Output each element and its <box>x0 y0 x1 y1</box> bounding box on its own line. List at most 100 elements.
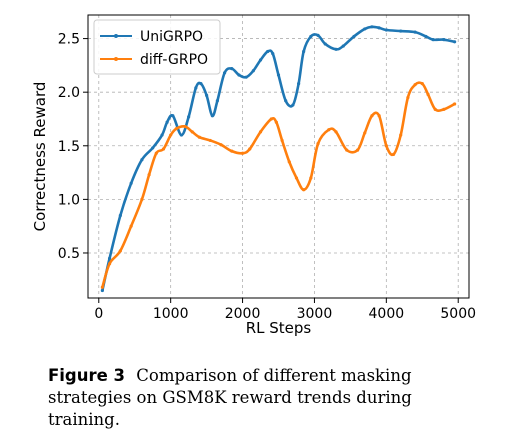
data-point-unigrpo <box>107 256 112 260</box>
data-point-diff-grpo <box>100 285 104 289</box>
data-point-diff-grpo <box>183 124 187 129</box>
caption-text: Comparison of different masking strategi… <box>48 366 412 429</box>
data-point-diff-grpo <box>433 107 437 111</box>
data-point-unigrpo <box>431 38 435 42</box>
data-point-diff-grpo <box>190 130 194 134</box>
data-point-unigrpo <box>251 69 255 73</box>
legend-label-unigrpo: UniGRPO <box>140 29 203 45</box>
data-point-unigrpo <box>171 114 175 118</box>
legend: UniGRPO diff-GRPO <box>93 19 221 75</box>
data-point-diff-grpo <box>316 142 320 146</box>
x-tick-label: 0 <box>94 306 103 322</box>
data-point-unigrpo <box>453 40 457 44</box>
data-point-unigrpo <box>352 34 356 39</box>
data-point-unigrpo <box>205 93 209 97</box>
data-point-unigrpo <box>284 99 288 103</box>
y-tick-label: 2.0 <box>58 85 80 101</box>
data-point-diff-grpo <box>219 143 223 147</box>
data-point-diff-grpo <box>334 130 338 134</box>
data-point-unigrpo <box>187 115 191 119</box>
y-tick-label: 0.5 <box>58 246 80 262</box>
y-tick-label: 1.0 <box>58 192 80 208</box>
data-point-diff-grpo <box>413 83 417 87</box>
data-point-diff-grpo <box>197 135 202 139</box>
x-tick-label: 4000 <box>369 306 405 322</box>
plot-frame <box>87 14 470 299</box>
data-point-unigrpo <box>258 58 263 62</box>
data-point-unigrpo <box>377 26 381 30</box>
data-point-unigrpo <box>244 75 248 79</box>
data-point-diff-grpo <box>391 152 396 156</box>
data-point-diff-grpo <box>208 138 212 143</box>
data-point-unigrpo <box>160 133 164 137</box>
data-point-unigrpo <box>341 44 345 48</box>
data-point-diff-grpo <box>140 197 144 201</box>
data-point-unigrpo <box>129 181 133 185</box>
legend-marker-diff-grpo <box>114 57 118 61</box>
data-point-unigrpo <box>442 38 446 42</box>
data-point-diff-grpo <box>377 114 381 118</box>
data-point-diff-grpo <box>309 176 313 180</box>
data-point-unigrpo <box>323 42 327 46</box>
data-point-unigrpo <box>118 213 122 218</box>
data-point-unigrpo <box>165 120 169 124</box>
data-point-diff-grpo <box>453 102 457 106</box>
data-point-unigrpo <box>100 288 104 293</box>
data-point-diff-grpo <box>420 82 424 86</box>
data-point-unigrpo <box>194 86 198 90</box>
x-tick-label: 5000 <box>440 306 476 322</box>
data-point-diff-grpo <box>269 117 273 121</box>
data-point-unigrpo <box>316 33 320 37</box>
data-point-unigrpo <box>215 99 219 103</box>
figure-caption: Figure 3 Comparison of different masking… <box>48 365 488 431</box>
data-point-diff-grpo <box>107 262 112 266</box>
data-point-diff-grpo <box>147 173 151 177</box>
data-point-diff-grpo <box>280 138 284 143</box>
data-point-unigrpo <box>302 49 306 54</box>
data-point-diff-grpo <box>248 147 252 151</box>
data-point-diff-grpo <box>327 128 331 132</box>
x-tick-label: 1000 <box>153 306 189 322</box>
y-tick-label: 2.5 <box>58 32 80 48</box>
data-point-diff-grpo <box>118 249 122 253</box>
data-point-diff-grpo <box>169 133 173 137</box>
data-point-diff-grpo <box>161 147 166 151</box>
data-point-unigrpo <box>222 71 227 75</box>
axis-ticks: 0 1000 2000 3000 4000 5000 0.5 1.0 1.5 2.0 2.5 <box>58 32 476 322</box>
data-point-unigrpo <box>413 30 417 34</box>
data-point-diff-grpo <box>426 92 430 96</box>
data-point-diff-grpo <box>258 130 263 134</box>
data-point-unigrpo <box>271 51 275 56</box>
data-point-diff-grpo <box>287 160 291 164</box>
data-point-unigrpo <box>151 146 155 150</box>
data-point-unigrpo <box>297 82 301 86</box>
data-point-unigrpo <box>291 103 295 107</box>
y-axis-title: Correctness Reward <box>31 82 49 232</box>
data-point-diff-grpo <box>345 148 349 152</box>
grid-lines <box>88 15 469 298</box>
legend-marker-unigrpo <box>114 34 118 38</box>
x-tick-label: 2000 <box>225 306 261 322</box>
data-point-diff-grpo <box>230 149 234 153</box>
data-point-diff-grpo <box>355 148 360 152</box>
data-point-unigrpo <box>334 47 338 51</box>
data-point-unigrpo <box>179 133 184 137</box>
data-point-unigrpo <box>384 28 388 32</box>
data-point-diff-grpo <box>370 114 374 118</box>
series-layer <box>100 25 457 293</box>
data-point-unigrpo <box>309 34 313 39</box>
series-line-diff-grpo <box>101 81 456 289</box>
data-point-diff-grpo <box>363 131 367 135</box>
data-point-unigrpo <box>237 73 241 77</box>
data-point-diff-grpo <box>302 188 306 192</box>
y-tick-label: 1.5 <box>58 139 80 155</box>
data-point-unigrpo <box>140 158 144 162</box>
data-point-diff-grpo <box>384 144 388 148</box>
data-point-diff-grpo <box>174 127 179 131</box>
data-point-diff-grpo <box>406 95 410 100</box>
figure-label: Figure 3 <box>48 366 126 385</box>
data-point-unigrpo <box>230 66 234 71</box>
x-axis-title: RL Steps <box>246 319 312 337</box>
data-point-unigrpo <box>424 34 428 39</box>
data-point-diff-grpo <box>294 176 299 180</box>
